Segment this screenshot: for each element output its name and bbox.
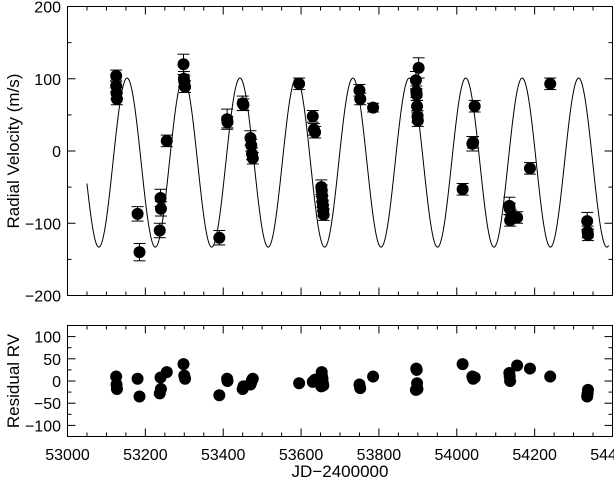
residual-ticks: 53000 53200 53400 53600 53800 54000 54200 54400… [25, 325, 614, 464]
rv-model-curve [86, 77, 610, 248]
residual-panel: 53000 53200 53400 53600 53800 54000 54200 54400… [4, 325, 614, 481]
rv-data-point [581, 228, 594, 241]
rv-y-tick-label: 0 [52, 144, 61, 161]
residual-data-point [317, 379, 330, 392]
rv-data-point [213, 231, 226, 244]
rv-model-curve-group [86, 77, 610, 248]
residual-y-tick-label: 100 [34, 330, 61, 347]
residual-data-point [456, 358, 469, 371]
rv-data-point [306, 110, 319, 123]
rv-data-point [412, 61, 425, 74]
x-tick-label: 53400 [201, 447, 246, 464]
rv-data-point [110, 69, 123, 82]
rv-data-point [154, 191, 167, 204]
rv-data-point [160, 134, 173, 147]
rv-data-point [179, 80, 192, 93]
x-tick-label: 53600 [279, 447, 324, 464]
residual-y-tick-label: 50 [43, 352, 61, 369]
x-tick-label: 54000 [435, 447, 480, 464]
x-tick-label: 53800 [357, 447, 402, 464]
residual-data-point [246, 372, 259, 385]
rv-data-point [367, 101, 380, 114]
rv-data-point [153, 224, 166, 237]
rv-points [110, 53, 594, 262]
rv-data-point [411, 100, 424, 113]
rv-data-point [411, 114, 424, 127]
residual-data-point [221, 375, 234, 387]
residual-data-point [523, 362, 536, 375]
rv-data-point [237, 98, 250, 111]
residual-data-point [110, 382, 123, 395]
rv-data-point [221, 116, 234, 129]
residual-data-point [544, 370, 557, 383]
residual-data-point [504, 375, 517, 387]
residual-data-point [411, 382, 424, 395]
rv-data-point [523, 162, 536, 175]
x-tick-label: 53200 [123, 447, 168, 464]
rv-data-point [511, 211, 524, 224]
residual-data-point [354, 382, 367, 395]
rv-data-point [246, 152, 259, 165]
rv-data-point [467, 136, 480, 149]
residual-data-point [367, 370, 380, 383]
rv-y-tick-label: −100 [25, 216, 61, 233]
rv-data-point [177, 58, 190, 71]
rv-data-point [468, 100, 481, 113]
residual-y-tick-label: 0 [52, 374, 61, 391]
x-tick-label: 54200 [512, 447, 557, 464]
residual-plot-frame [67, 325, 613, 437]
rv-y-tick-label: 200 [34, 0, 61, 17]
residual-points [110, 358, 594, 403]
residual-y-tick-label: −50 [34, 396, 61, 413]
rv-data-point [354, 92, 367, 105]
residual-data-point [213, 389, 226, 402]
x-axis-label: JD−2400000 [292, 462, 389, 481]
x-tick-label: 53000 [45, 447, 90, 464]
residual-y-tick-label: −100 [25, 418, 61, 435]
residual-data-point [154, 382, 167, 395]
rv-data-point [409, 74, 422, 87]
rv-panel: −200 −100 0 100 200 Radial Velocity (m/s) [4, 0, 613, 306]
rv-data-point [456, 183, 469, 196]
residual-data-point [293, 377, 306, 390]
rv-data-point [293, 77, 306, 90]
rv-y-tick-label: 100 [34, 72, 61, 89]
rv-data-point [544, 77, 557, 90]
residual-data-point [177, 358, 190, 371]
x-tick-label: 54400 [590, 447, 614, 464]
rv-data-point [410, 88, 423, 101]
rv-y-tick-label: −200 [25, 289, 61, 306]
rv-data-point [581, 215, 594, 228]
rv-y-axis-label: Radial Velocity (m/s) [4, 74, 23, 229]
residual-data-point [160, 366, 173, 379]
residual-data-point [133, 390, 146, 403]
residual-data-point [131, 372, 144, 385]
residual-data-point [179, 372, 192, 385]
rv-data-point [309, 126, 322, 139]
rv-ticks: −200 −100 0 100 200 [25, 0, 613, 306]
rv-data-point [154, 202, 167, 215]
rv-data-point [317, 208, 330, 221]
residual-y-axis-label: Residual RV [4, 333, 23, 428]
residual-data-point [511, 359, 524, 372]
rv-data-point [133, 246, 146, 259]
residual-data-point [581, 383, 594, 396]
residual-data-point [410, 363, 423, 376]
residual-data-point [468, 371, 481, 384]
rv-data-point [110, 92, 123, 105]
rv-data-point [131, 207, 144, 220]
